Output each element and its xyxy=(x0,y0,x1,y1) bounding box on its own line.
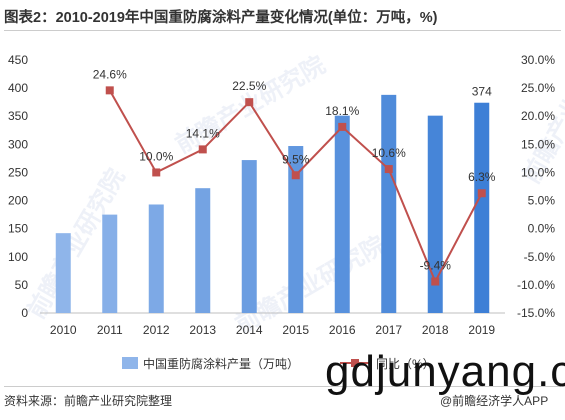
yoy-marker-2015 xyxy=(291,171,300,180)
bar-2010 xyxy=(55,233,71,313)
y-left-tick-label: 200 xyxy=(8,194,28,208)
brand-credit: @前瞻经济学人APP xyxy=(440,394,549,408)
yoy-marker-2019 xyxy=(477,189,486,198)
legend-bar-label: 中国重防腐涂料产量（万吨） xyxy=(143,356,299,371)
yoy-data-label: 18.1% xyxy=(325,104,359,118)
y-left-tick-label: 450 xyxy=(8,53,28,67)
yoy-marker-2013 xyxy=(198,145,207,154)
y-right-tick-label: -15.0% xyxy=(517,306,555,320)
x-tick-label: 2013 xyxy=(189,323,216,337)
x-tick-label: 2015 xyxy=(282,323,309,337)
y-right-tick-label: 10.0% xyxy=(521,165,555,179)
y-left-tick-label: 350 xyxy=(8,109,28,123)
title-divider xyxy=(4,30,561,31)
y-right-tick-label: 0.0% xyxy=(528,222,556,236)
legend-line-label: 同比（%） xyxy=(376,357,435,371)
y-left-tick-label: 50 xyxy=(15,278,29,292)
y-right-tick-label: 30.0% xyxy=(521,53,555,67)
yoy-data-label: -9.4% xyxy=(420,259,452,273)
yoy-data-label: 10.0% xyxy=(139,149,173,163)
y-right-tick-label: 5.0% xyxy=(528,194,556,208)
overlay-watermark-text: gdjunyang.c xyxy=(325,347,565,396)
bar-2014 xyxy=(241,160,257,313)
y-left-tick-label: 250 xyxy=(8,165,28,179)
chart-title: 图表2：2010-2019年中国重防腐涂料产量变化情况(单位：万吨，%) xyxy=(4,10,438,26)
bar-2018 xyxy=(427,115,443,313)
y-right-tick-label: -10.0% xyxy=(517,278,555,292)
bar-value-label: 374 xyxy=(472,85,492,99)
yoy-marker-2017 xyxy=(384,165,393,174)
yoy-marker-2016 xyxy=(338,122,347,131)
bar-2011 xyxy=(102,214,118,313)
x-tick-label: 2010 xyxy=(50,323,77,337)
bar-2019 xyxy=(474,102,490,314)
yoy-marker-2011 xyxy=(105,86,114,95)
bar-2015 xyxy=(288,146,304,313)
y-right-tick-label: 25.0% xyxy=(521,81,555,95)
yoy-data-label: 10.6% xyxy=(372,146,406,160)
y-left-tick-label: 150 xyxy=(8,222,28,236)
x-tick-label: 2016 xyxy=(329,323,356,337)
yoy-data-label: 24.6% xyxy=(93,67,127,81)
y-right-tick-label: 20.0% xyxy=(521,109,555,123)
footer-divider xyxy=(4,386,561,387)
yoy-data-label: 9.5% xyxy=(282,152,310,166)
x-tick-label: 2014 xyxy=(236,323,263,337)
x-tick-label: 2019 xyxy=(468,323,495,337)
x-tick-label: 2018 xyxy=(422,323,449,337)
y-left-tick-label: 0 xyxy=(21,306,28,320)
source-note: 资料来源：前瞻产业研究院整理 xyxy=(4,394,173,408)
yoy-marker-2014 xyxy=(245,98,254,107)
legend-bar-swatch xyxy=(122,357,138,369)
bar-2013 xyxy=(195,188,211,313)
y-left-tick-label: 400 xyxy=(8,81,28,95)
legend-line-marker xyxy=(351,359,359,367)
y-right-tick-label: 15.0% xyxy=(521,137,555,151)
bar-2016 xyxy=(334,115,350,313)
x-tick-label: 2012 xyxy=(143,323,170,337)
yoy-marker-2018 xyxy=(431,277,440,286)
bar-2012 xyxy=(148,204,164,313)
yoy-data-label: 14.1% xyxy=(186,126,220,140)
y-left-tick-label: 100 xyxy=(8,250,28,264)
x-tick-label: 2011 xyxy=(97,323,123,337)
y-left-tick-label: 300 xyxy=(8,137,28,151)
yoy-data-label: 6.3% xyxy=(468,170,496,184)
yoy-marker-2012 xyxy=(152,168,161,177)
x-tick-label: 2017 xyxy=(375,323,402,337)
bar-2017 xyxy=(381,94,397,313)
yoy-data-label: 22.5% xyxy=(232,79,266,93)
y-right-tick-label: -5.0% xyxy=(524,250,556,264)
